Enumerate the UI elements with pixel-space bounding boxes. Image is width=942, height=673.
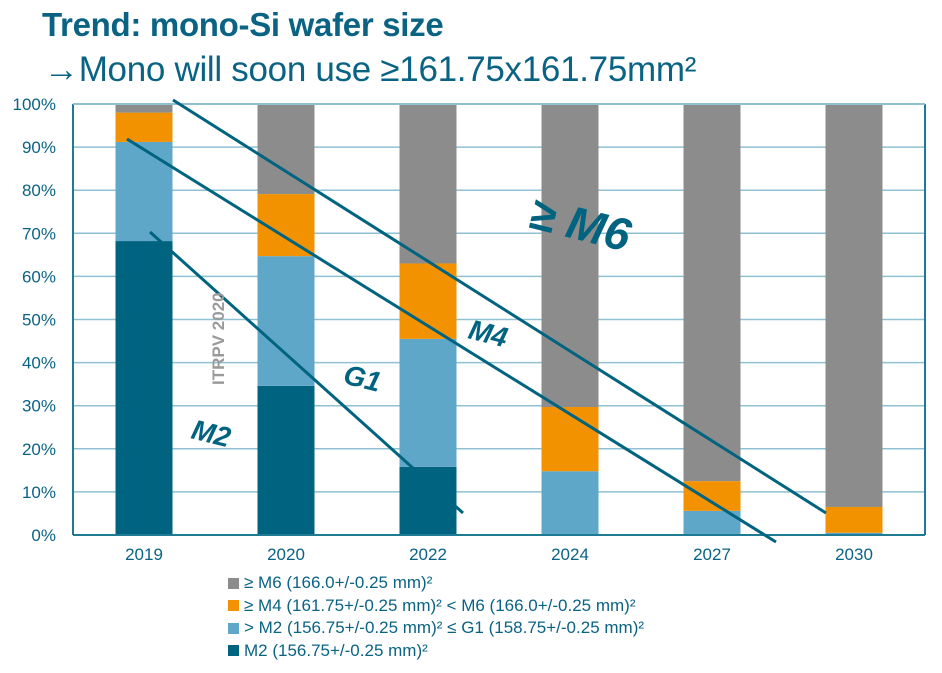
axes (72, 103, 926, 536)
legend-swatch (228, 577, 239, 589)
y-tick-label: 20% (22, 440, 56, 459)
bar-segment-2020-s3 (257, 104, 315, 195)
bar-segment-2024-s3 (541, 104, 599, 407)
legend: ≥ M6 (166.0+/-0.25 mm)² ≥ M4 (161.75+/-0.… (228, 572, 644, 662)
x-axis-ticks: 2019 2020 2022 2024 2027 2030 (125, 545, 873, 564)
y-tick-label: 30% (22, 397, 56, 416)
label-m2: M2 (189, 414, 235, 454)
y-axis-ticks: 0% 10% 20% 30% 40% 50% 60% 70% 80% 90% 100% (13, 95, 56, 545)
label-g1: G1 (341, 359, 385, 398)
bar-segment-2024-s1 (541, 471, 599, 535)
bar-segment-2030-s3 (825, 104, 883, 507)
bar-segment-2024-s2 (541, 406, 599, 472)
legend-swatch (228, 645, 239, 657)
legend-label: > M2 (156.75+/-0.25 mm)² ≤ G1 (158.75+/-… (244, 618, 645, 638)
trend-line-m4 (126, 137, 777, 544)
watermark-itrpv: ITRPV 2020 (209, 292, 228, 385)
y-tick-label: 40% (22, 354, 56, 373)
bar-segment-2027-s2 (683, 481, 741, 511)
legend-item: M2 (156.75+/-0.25 mm)² (228, 640, 644, 663)
x-tick-label: 2024 (551, 545, 589, 564)
grid (73, 103, 925, 493)
bar-segment-2019-s3 (115, 104, 173, 113)
bar-segment-2030-s2 (825, 506, 883, 533)
y-tick-label: 90% (22, 138, 56, 157)
slide-title: Trend: mono-Si wafer size (42, 6, 444, 43)
y-tick-label: 80% (22, 181, 56, 200)
y-tick-label: 50% (22, 311, 56, 330)
x-tick-label: 2030 (835, 545, 873, 564)
legend-swatch (228, 622, 239, 634)
legend-label: ≥ M6 (166.0+/-0.25 mm)² (244, 573, 433, 593)
label-m6: ≥ M6 (525, 186, 637, 261)
bars (115, 104, 883, 536)
bar-segment-2027-s3 (683, 104, 741, 482)
legend-swatch (228, 600, 239, 612)
bar-segment-2022-s1 (399, 338, 457, 467)
legend-item: ≥ M6 (166.0+/-0.25 mm)² (228, 572, 644, 595)
legend-item: ≥ M4 (161.75+/-0.25 mm)² < M6 (166.0+/-0… (228, 595, 644, 618)
trend-lines (126, 98, 827, 544)
bar-segment-2019-s2 (115, 112, 173, 142)
legend-label: ≥ M4 (161.75+/-0.25 mm)² < M6 (166.0+/-0… (244, 595, 636, 615)
x-tick-label: 2020 (267, 545, 305, 564)
annotations: ITRPV 2020 M2 G1 M4 ≥ M6 (189, 186, 637, 453)
y-tick-label: 60% (22, 267, 56, 286)
bar-segment-2022-s3 (399, 104, 457, 264)
legend-label: M2 (156.75+/-0.25 mm)² (244, 640, 428, 660)
y-tick-label: 100% (13, 95, 56, 114)
bar-segment-2019-s0 (115, 241, 173, 536)
y-tick-label: 0% (31, 526, 56, 545)
trend-line-g1 (148, 230, 465, 515)
bar-segment-2030-s1 (825, 532, 883, 535)
bar-segment-2020-s1 (257, 256, 315, 386)
bar-segment-2022-s0 (399, 466, 457, 535)
x-tick-label: 2022 (409, 545, 447, 564)
legend-item: > M2 (156.75+/-0.25 mm)² ≤ G1 (158.75+/-… (228, 617, 644, 640)
x-tick-label: 2027 (693, 545, 731, 564)
slide-subtitle: →Mono will soon use ≥161.75x161.75mm² (44, 50, 697, 89)
trend-line-m6 (172, 98, 827, 515)
y-tick-label: 70% (22, 224, 56, 243)
x-tick-label: 2019 (125, 545, 163, 564)
bar-segment-2020-s0 (257, 385, 315, 535)
y-tick-label: 10% (22, 483, 56, 502)
bar-segment-2019-s1 (115, 141, 173, 242)
